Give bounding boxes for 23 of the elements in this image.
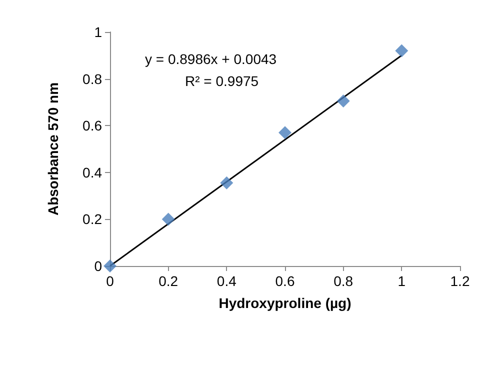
x-tick-label: 0.4 bbox=[216, 273, 237, 289]
annotation: y = 0.8986x + 0.0043 bbox=[145, 51, 277, 67]
point bbox=[104, 260, 116, 272]
y-tick-label: 0 bbox=[94, 258, 102, 274]
x-tick-label: 0.2 bbox=[158, 273, 178, 289]
point bbox=[278, 126, 292, 140]
y-tick-label: 1 bbox=[94, 24, 102, 40]
point bbox=[395, 44, 408, 58]
point bbox=[220, 176, 234, 190]
x-tick-label: 0 bbox=[106, 273, 114, 289]
x-tick-label: 1.2 bbox=[450, 273, 470, 289]
y-tick-label: 0.6 bbox=[82, 118, 102, 134]
y-tick-label: 0.2 bbox=[82, 211, 102, 228]
annotation: R² = 0.9975 bbox=[185, 73, 259, 89]
x-tick-label: 1 bbox=[398, 273, 406, 289]
y-axis-title: Absorbance 570 nm bbox=[45, 82, 61, 216]
x-tick-label: 0.8 bbox=[334, 273, 354, 289]
y-tick-label: 0.4 bbox=[82, 164, 102, 180]
y-tick-label: 0.8 bbox=[82, 70, 102, 87]
x-axis-title: Hydroxyproline (µg) bbox=[218, 295, 352, 311]
x-tick-label: 0.6 bbox=[275, 273, 295, 289]
point bbox=[162, 212, 175, 226]
point bbox=[336, 94, 350, 108]
